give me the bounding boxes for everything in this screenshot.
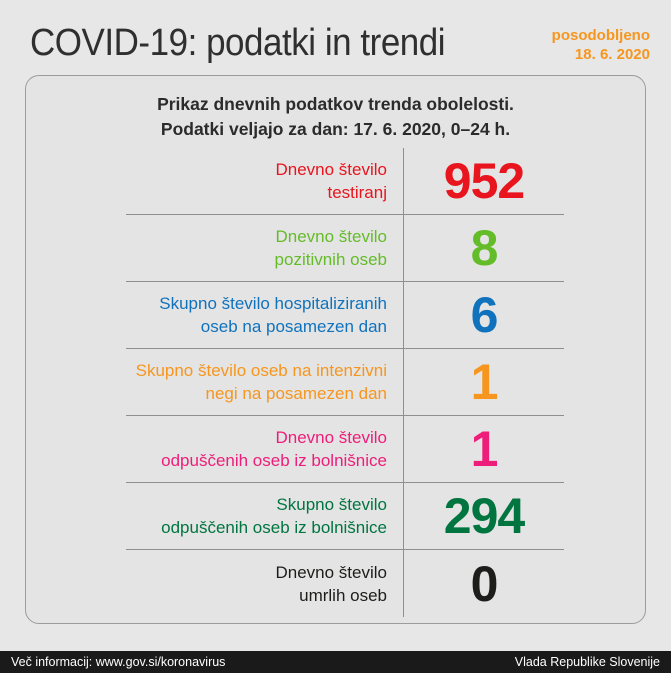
row-value: 8 [470, 220, 499, 276]
row-label: Skupno število odpuščenih oseb iz bolniš… [126, 483, 404, 549]
card-header: Prikaz dnevnih podatkov trenda obolelost… [26, 92, 645, 142]
table-row-positive: Dnevno število pozitivnih oseb 8 [126, 215, 564, 282]
updated-stamp: posodobljeno 18. 6. 2020 [552, 26, 650, 64]
card-header-line2: Podatki veljajo za dan: 17. 6. 2020, 0–2… [160, 119, 511, 139]
row-value: 294 [443, 488, 525, 544]
page-title: COVID-19: podatki in trendi [30, 22, 446, 64]
data-card: Prikaz dnevnih podatkov trenda obolelost… [25, 75, 646, 624]
row-label: Dnevno število odpuščenih oseb iz bolniš… [126, 416, 404, 482]
row-value: 952 [443, 153, 525, 209]
updated-date: 18. 6. 2020 [574, 46, 650, 63]
footer-info-url: Več informacij: www.gov.si/koronavirus [11, 655, 226, 669]
footer-bar: Več informacij: www.gov.si/koronavirus V… [0, 651, 671, 673]
table-row-deaths: Dnevno število umrlih oseb 0 [126, 550, 564, 617]
row-value: 1 [470, 354, 499, 410]
table-row-hospitalized: Skupno število hospitaliziranih oseb na … [126, 282, 564, 349]
row-label: Skupno število hospitaliziranih oseb na … [126, 282, 404, 348]
row-value: 6 [470, 287, 499, 343]
row-value: 1 [470, 421, 499, 477]
updated-label: posodobljeno [551, 27, 650, 44]
table-row-discharged-total: Skupno število odpuščenih oseb iz bolniš… [126, 483, 564, 550]
table-row-icu: Skupno število oseb na intenzivni negi n… [126, 349, 564, 416]
data-table: Dnevno število testiranj 952 Dnevno štev… [126, 148, 564, 617]
table-row-tests: Dnevno število testiranj 952 [126, 148, 564, 215]
table-row-discharged-daily: Dnevno število odpuščenih oseb iz bolniš… [126, 416, 564, 483]
row-value: 0 [470, 555, 499, 612]
row-label: Dnevno število pozitivnih oseb [126, 215, 404, 281]
row-label: Skupno število oseb na intenzivni negi n… [126, 349, 404, 415]
card-header-line1: Prikaz dnevnih podatkov trenda obolelost… [157, 94, 514, 114]
row-label: Dnevno število testiranj [126, 148, 404, 214]
row-label: Dnevno število umrlih oseb [126, 550, 404, 617]
footer-source: Vlada Republike Slovenije [514, 655, 660, 669]
